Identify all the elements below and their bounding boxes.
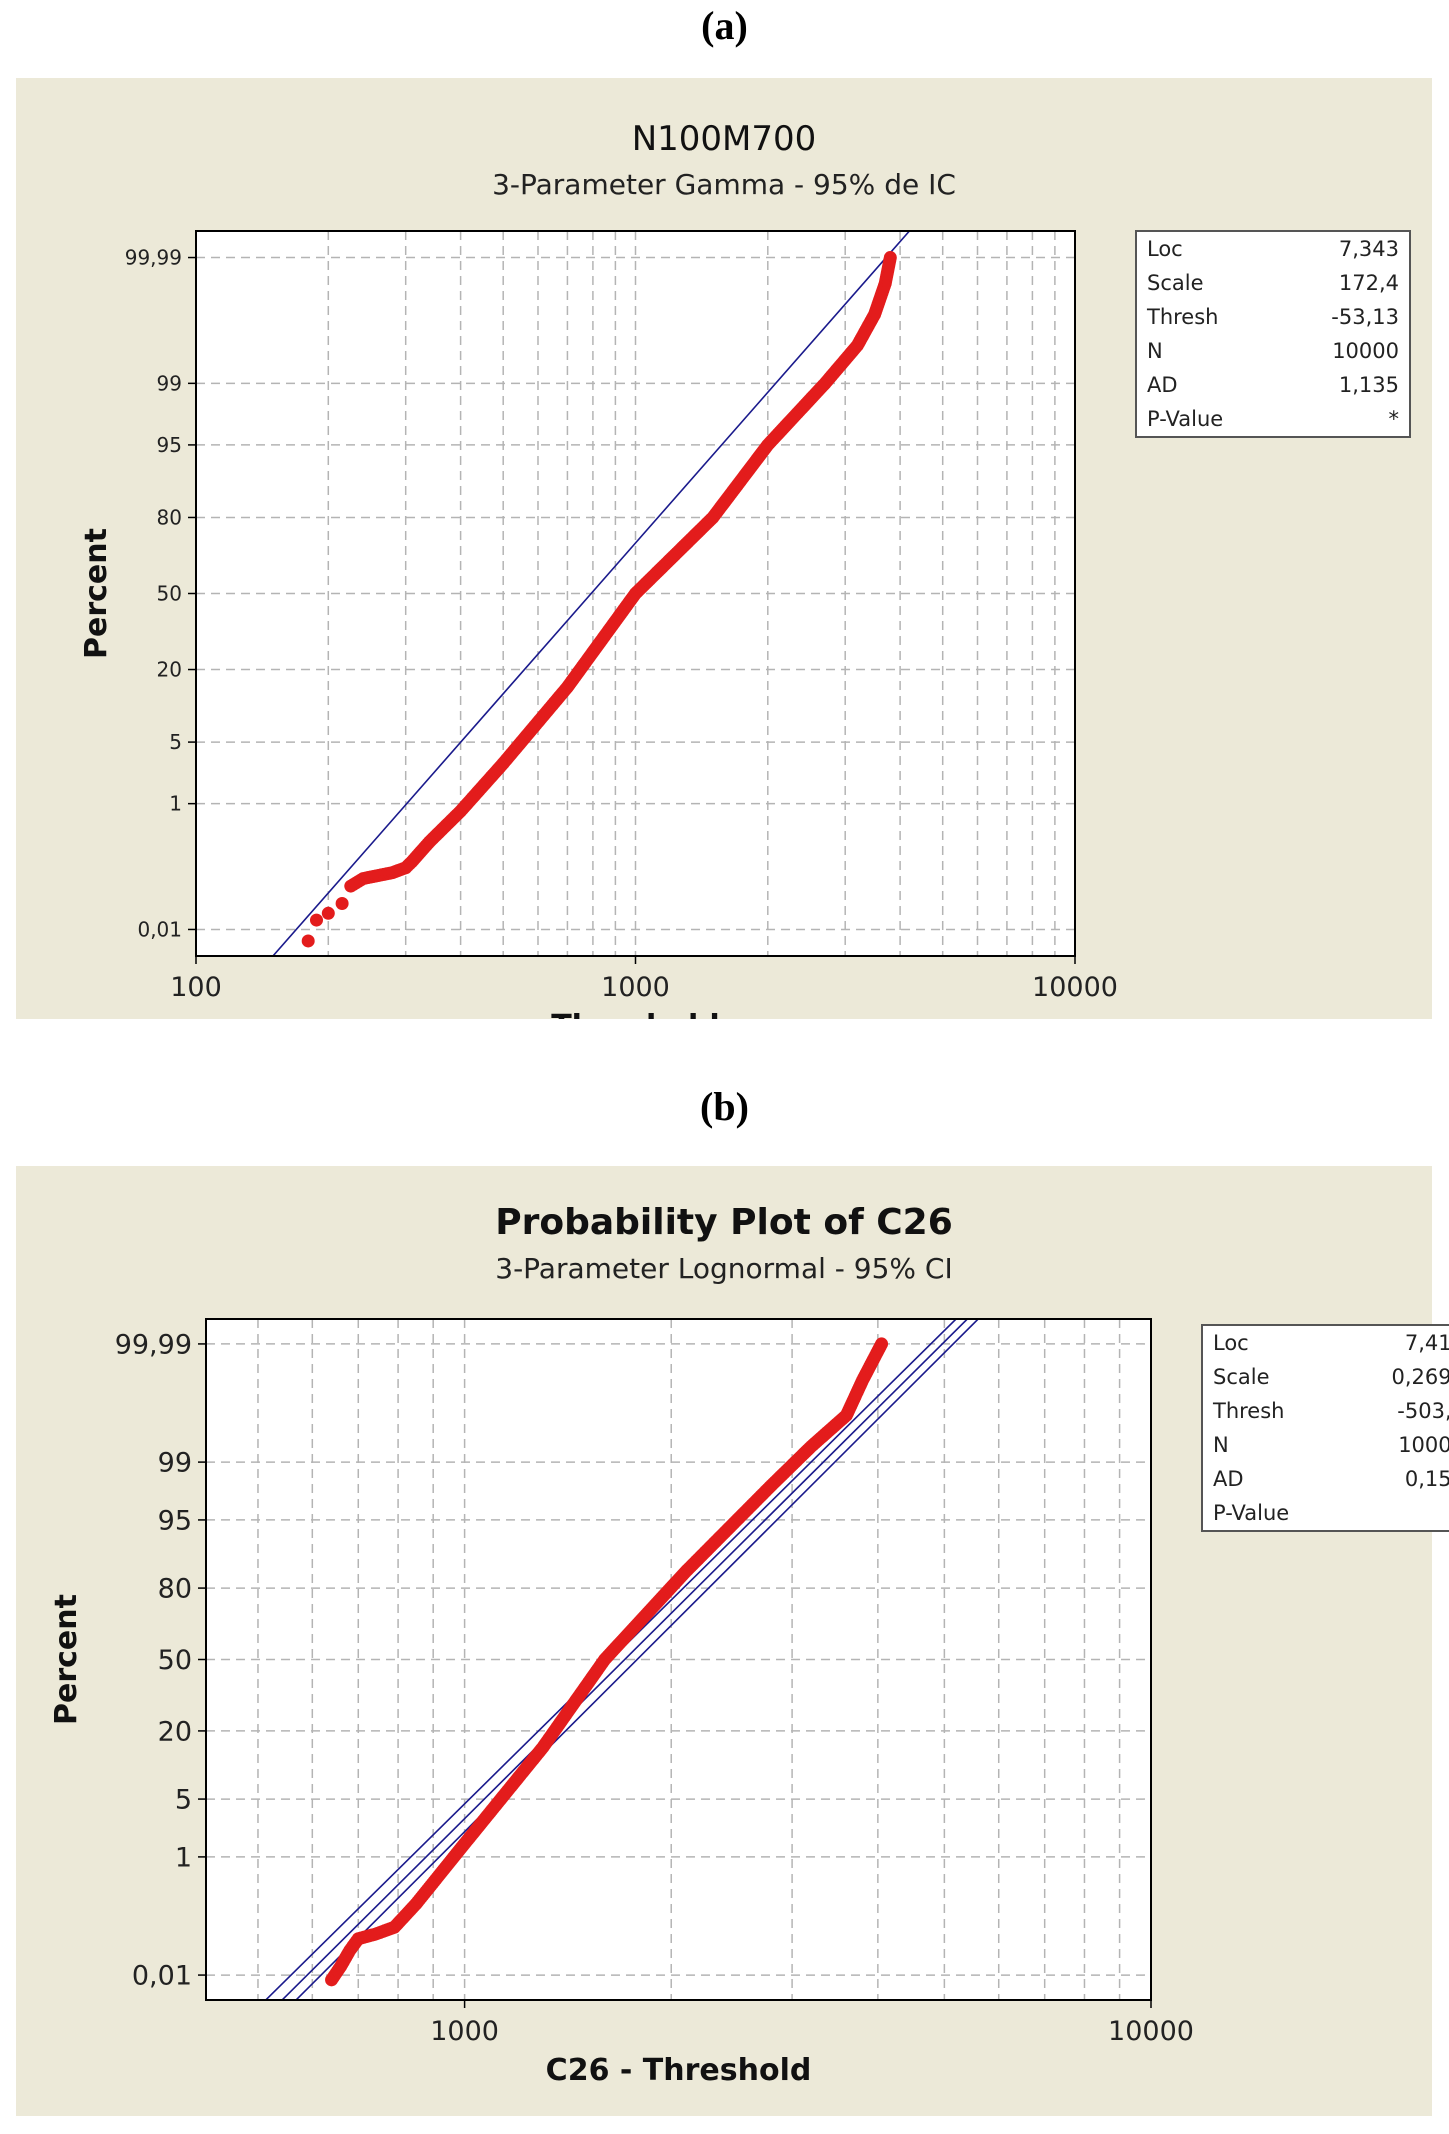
stat-row: Loc 7,412 <box>1203 1326 1449 1360</box>
y-tick-label: 0,01 <box>137 917 182 941</box>
stat-row: N 10000 <box>1203 1428 1449 1462</box>
x-tick-label: 10000 <box>1108 2016 1194 2047</box>
stat-row: AD 1,135 <box>1137 368 1409 402</box>
panel-a-label: (a) <box>0 2 1449 49</box>
stat-value: 7,343 <box>1338 237 1399 261</box>
stat-row: Thresh -53,13 <box>1137 300 1409 334</box>
stat-value: 0,153 <box>1404 1467 1449 1491</box>
panel-b-label: (b) <box>0 1083 1449 1130</box>
panel-b-label-open: ( <box>700 1084 714 1129</box>
y-tick-label: 99 <box>158 1448 192 1479</box>
stat-value: * <box>1388 407 1400 431</box>
x-axis-label: Threshold <box>551 1009 720 1019</box>
plot-frame <box>195 230 1076 957</box>
y-tick-label: 0,01 <box>132 1961 192 1992</box>
stat-name: N <box>1147 339 1163 363</box>
x-tick-label: 1000 <box>601 972 670 1003</box>
stat-name: Thresh <box>1213 1399 1285 1423</box>
stat-row: AD 0,153 <box>1203 1462 1449 1496</box>
stats-box-b: Loc 7,412 Scale 0,2691 Thresh -503,2 N 10000 AD 0… <box>1201 1324 1449 1532</box>
y-tick-label: 80 <box>157 505 182 529</box>
ci-line <box>294 1319 979 2000</box>
stat-value: 10000 <box>1332 339 1399 363</box>
stat-row: Loc 7,343 <box>1137 232 1409 266</box>
stat-name: Loc <box>1213 1331 1249 1355</box>
plot-frame <box>205 1318 1152 2001</box>
y-tick-label: 99,99 <box>115 1329 192 1360</box>
data-points <box>301 251 897 948</box>
stat-name: AD <box>1147 373 1178 397</box>
chart-title: N100M700 <box>632 119 817 159</box>
fit-lines <box>271 231 911 956</box>
x-tick-label: 100 <box>170 972 222 1003</box>
y-tick-label: 95 <box>157 433 182 457</box>
stat-row: Scale 172,4 <box>1137 266 1409 300</box>
x-grid <box>257 1319 1121 2000</box>
stat-row: P-Value* <box>1203 1496 1449 1530</box>
panel-b-label-close: ) <box>735 1084 749 1129</box>
stat-value: 172,4 <box>1338 271 1399 295</box>
y-tick-label: 20 <box>157 658 182 682</box>
x-tick-label: 1000 <box>430 2016 499 2047</box>
stat-value: 0,2691 <box>1391 1365 1449 1389</box>
stat-row: N 10000 <box>1137 334 1409 368</box>
stat-value: 10000 <box>1398 1433 1449 1457</box>
stat-row: Thresh -503,2 <box>1203 1394 1449 1428</box>
data-point <box>883 251 897 265</box>
stats-box-a: Loc 7,343 Scale 172,4 Thresh -53,13 N 10000 AD 1,… <box>1135 230 1411 438</box>
stat-name: Loc <box>1147 237 1183 261</box>
y-tick-label: 5 <box>175 1785 192 1816</box>
fit-line <box>271 231 911 956</box>
stat-value: -53,13 <box>1331 305 1399 329</box>
data-point <box>321 906 335 920</box>
panel-b-letter: b <box>713 1084 736 1129</box>
stat-name: Scale <box>1213 1365 1270 1389</box>
panel-a-label-close: ) <box>734 3 748 48</box>
y-tick-label: 80 <box>158 1574 192 1605</box>
stat-name: P-Value <box>1147 407 1224 431</box>
panel-a-label-open: ( <box>701 3 715 48</box>
data-point <box>301 934 315 948</box>
stat-value: 7,412 <box>1404 1331 1449 1355</box>
data-point <box>875 1337 889 1351</box>
y-tick-label: 99 <box>157 371 182 395</box>
chart-title: Probability Plot of C26 <box>495 1202 953 1243</box>
panel-a: 0,01 1 5 20 50 80 95 99 99,99 100 1000 10000 N100M70… <box>16 78 1432 1019</box>
y-tick-label: 5 <box>169 730 182 754</box>
y-tick-label: 20 <box>158 1716 192 1747</box>
chart-subtitle: 3-Parameter Gamma - 95% de IC <box>492 168 956 201</box>
x-axis-label: C26 - Threshold <box>546 2053 812 2088</box>
data-point <box>309 913 323 927</box>
data-points <box>325 1337 889 1987</box>
fit-line <box>280 1319 968 2000</box>
y-tick-label: 1 <box>169 792 182 816</box>
y-tick-label: 50 <box>158 1645 192 1676</box>
chart-b: 0,01 1 5 20 50 80 95 99 99,99 1000 10000 Probabilit… <box>49 1202 1194 2088</box>
stat-name: P-Value <box>1213 1501 1290 1525</box>
x-tick-label: 10000 <box>1032 972 1118 1003</box>
stat-name: N <box>1213 1433 1229 1457</box>
chart-subtitle: 3-Parameter Lognormal - 95% CI <box>495 1252 952 1285</box>
y-axis-label: Percent <box>49 1594 84 1725</box>
stat-name: Scale <box>1147 271 1204 295</box>
stat-name: Thresh <box>1147 305 1219 329</box>
panel-b: 0,01 1 5 20 50 80 95 99 99,99 1000 10000 Probabilit… <box>16 1166 1449 2116</box>
y-grid <box>206 1343 1151 1976</box>
y-tick-label: 1 <box>175 1842 192 1873</box>
y-tick-label: 99,99 <box>125 246 182 270</box>
stat-row: P-Value * <box>1137 402 1409 436</box>
chart-a: 0,01 1 5 20 50 80 95 99 99,99 100 1000 10000 N100M70… <box>79 119 1118 1019</box>
stat-row: Scale 0,2691 <box>1203 1360 1449 1394</box>
y-axis-label: Percent <box>79 528 114 659</box>
panel-a-letter: a <box>714 3 735 48</box>
data-point <box>335 896 349 910</box>
y-tick-label: 95 <box>158 1505 192 1536</box>
y-tick-label: 50 <box>157 582 182 606</box>
stat-value: 1,135 <box>1338 373 1399 397</box>
stat-name: AD <box>1213 1467 1244 1491</box>
stat-value: -503,2 <box>1397 1399 1449 1423</box>
